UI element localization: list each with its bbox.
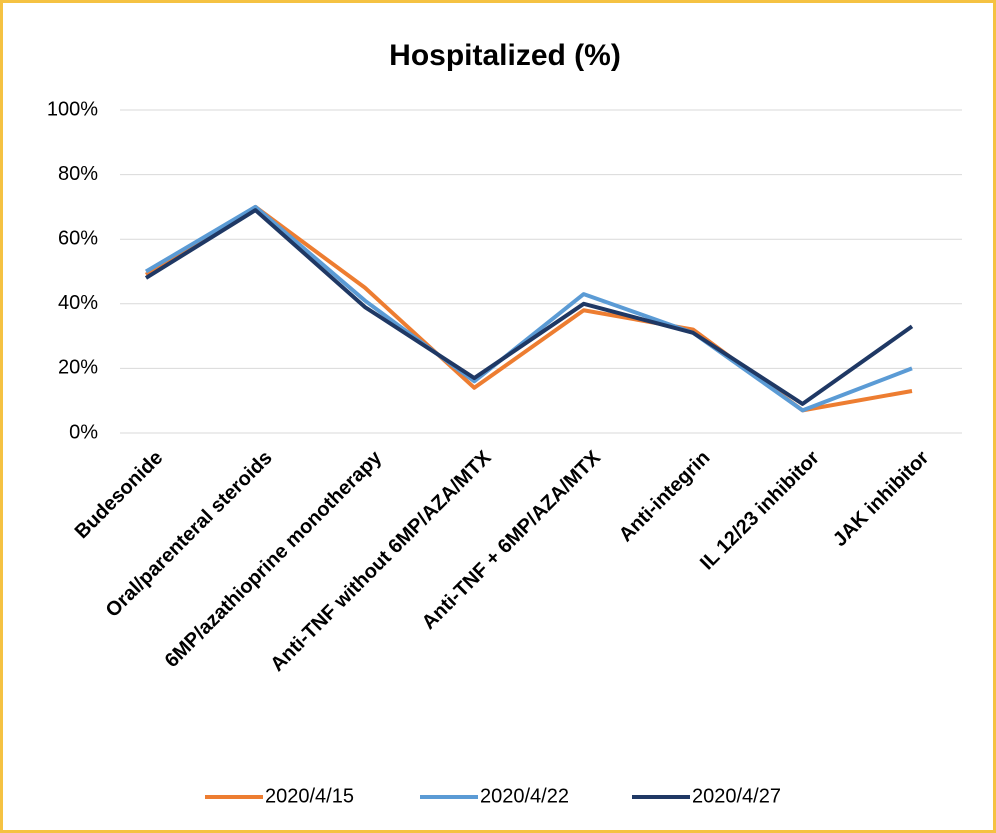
series-line [144,204,913,413]
y-tick-label: 100% [47,98,98,120]
series-line [144,208,914,406]
y-tick-label: 60% [58,227,98,249]
chart-title: Hospitalized (%) [389,39,621,72]
legend-label: 2020/4/15 [265,785,354,807]
legend-label: 2020/4/22 [480,785,569,807]
y-tick-label: 20% [58,357,98,379]
y-tick-label: 40% [58,292,98,314]
y-tick-label: 0% [69,421,98,443]
y-tick-label: 80% [58,163,98,185]
legend-label: 2020/4/27 [692,785,781,807]
